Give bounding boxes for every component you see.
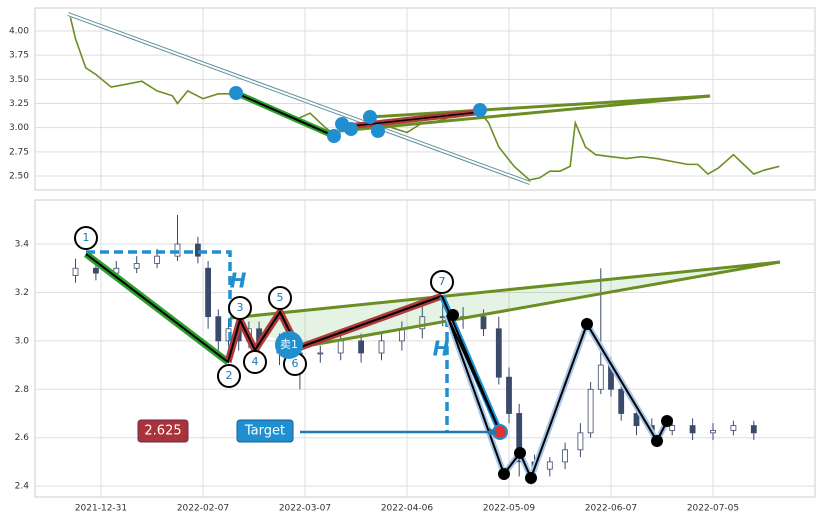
y-tick-label: 4.00	[9, 27, 29, 37]
arrow-head	[489, 428, 498, 436]
candle-body	[205, 267, 211, 318]
candle-body	[480, 316, 487, 330]
candle-body	[587, 388, 594, 434]
x-tick-label: 2022-02-07	[177, 504, 229, 514]
candle-body	[215, 316, 222, 342]
h-label: H	[230, 269, 247, 293]
y-tick-label: 3.0	[15, 336, 30, 346]
x-tick-label: 2022-05-09	[483, 504, 536, 514]
point-label: 3	[237, 301, 244, 314]
candle-body	[597, 364, 604, 390]
candle-body	[546, 461, 553, 470]
candle-body	[689, 425, 696, 434]
point-label: 7	[439, 275, 446, 288]
candle-body	[378, 340, 385, 354]
target-box	[236, 419, 294, 443]
candle-body	[194, 243, 201, 257]
x-tick-label: 2022-07-05	[687, 504, 739, 514]
x-tick-label: 2022-06-07	[585, 504, 637, 514]
x-tick-label: 2021-12-31	[75, 504, 127, 514]
point-label: 2	[226, 369, 233, 382]
candle-body	[750, 425, 757, 434]
candle-body	[577, 432, 584, 451]
pivots	[229, 86, 487, 143]
candle-body	[133, 263, 140, 269]
candle-body	[495, 328, 502, 378]
point-label: 5	[277, 291, 284, 304]
y-tick-label: 2.50	[9, 171, 29, 181]
y-tick-label: 3.75	[9, 51, 29, 61]
candle-body	[562, 449, 568, 463]
point-circles	[74, 226, 454, 388]
y-tick-label: 3.50	[9, 75, 29, 85]
point-label: 6	[292, 357, 299, 370]
candle-body	[92, 267, 99, 274]
y-tick-label: 3.2	[15, 288, 29, 298]
candle-body	[72, 267, 79, 276]
wave-segment	[351, 111, 481, 127]
triangle-line	[369, 94, 711, 119]
top-panel	[34, 7, 816, 191]
h-label: H	[433, 337, 450, 361]
candle-body	[730, 425, 737, 431]
y-tick-label: 3.25	[9, 99, 29, 109]
triangle-line	[229, 260, 781, 320]
bottom-panel	[34, 199, 816, 498]
candle-body	[358, 340, 364, 354]
target-label: Target	[244, 424, 285, 439]
candle-body	[669, 425, 676, 431]
point-label: 1	[83, 231, 90, 244]
candle-body	[337, 340, 344, 354]
candle-body	[419, 316, 426, 330]
triangle-line	[294, 260, 781, 350]
zigzag-points	[447, 309, 673, 484]
point-label: 4	[252, 355, 259, 368]
candle-body	[506, 376, 512, 414]
trend-line	[67, 13, 531, 184]
candle-body	[618, 388, 625, 414]
signal-label: 卖1	[280, 338, 298, 351]
candle-body	[710, 430, 716, 434]
candle-body	[633, 413, 640, 426]
y-tick-label: 3.00	[9, 123, 29, 133]
wave-segment	[235, 92, 335, 137]
annotations: 1 2 3 4 5 6 7 H H 卖1 2.625 Target	[67, 12, 781, 487]
y-tick-label: 2.75	[9, 147, 29, 157]
candle-body	[174, 243, 181, 257]
x-tick-label: 2022-03-07	[279, 504, 331, 514]
signal-badge	[275, 331, 303, 359]
candle-body	[317, 352, 324, 355]
candle-body	[154, 255, 160, 264]
price-label: 2.625	[144, 424, 181, 439]
y-tick-label: 2.6	[15, 433, 30, 443]
h-dash	[86, 250, 232, 362]
price-box	[137, 419, 189, 443]
triangle-line	[339, 94, 711, 133]
y-tick-label: 3.4	[15, 240, 30, 250]
y-tick-label: 2.8	[15, 385, 30, 395]
y-tick-label: 2.4	[15, 482, 30, 492]
x-tick-label: 2022-04-06	[381, 504, 434, 514]
candle-body	[516, 413, 523, 463]
